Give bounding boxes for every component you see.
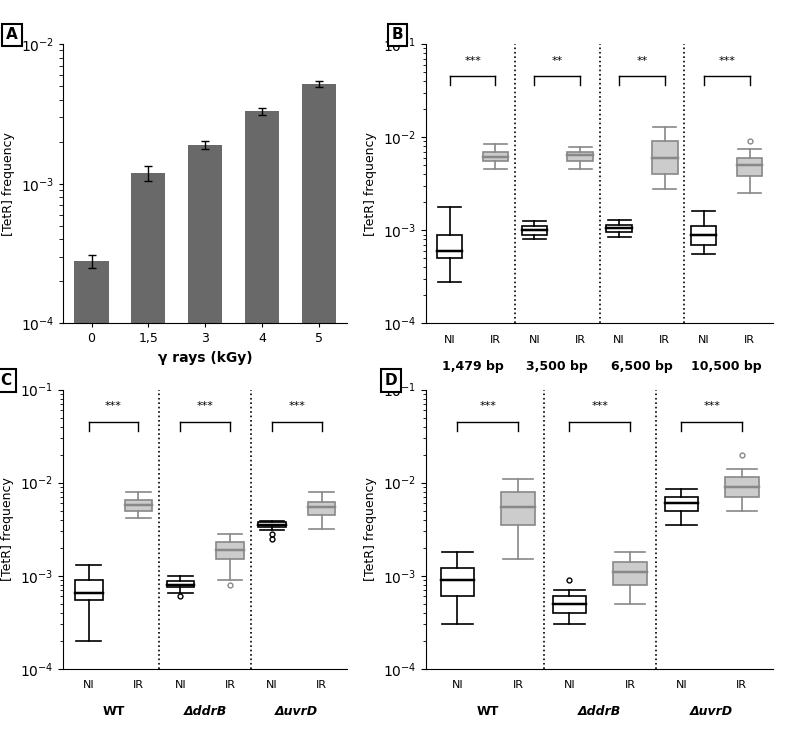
Y-axis label: [TetR] frequency: [TetR] frequency	[2, 132, 15, 236]
Bar	[166, 581, 194, 587]
Text: ***: ***	[591, 401, 608, 411]
Bar	[567, 151, 593, 162]
Text: NI: NI	[613, 334, 625, 345]
Bar	[437, 234, 462, 258]
Bar	[74, 261, 109, 735]
Text: 6,500 bp: 6,500 bp	[611, 359, 673, 373]
Text: WT: WT	[477, 705, 499, 718]
Bar	[258, 522, 286, 528]
Text: IR: IR	[624, 680, 635, 690]
Text: NI: NI	[451, 680, 463, 690]
Text: NI: NI	[529, 334, 540, 345]
Bar	[75, 580, 103, 600]
Text: ***: ***	[479, 401, 496, 411]
Text: ΔuvrD: ΔuvrD	[690, 705, 733, 718]
Text: ΔuvrD: ΔuvrD	[275, 705, 318, 718]
Text: IR: IR	[512, 680, 523, 690]
Text: WT: WT	[103, 705, 125, 718]
Bar	[737, 158, 762, 176]
Text: **: **	[552, 56, 563, 65]
Text: ***: ***	[718, 56, 735, 65]
Text: ***: ***	[703, 401, 720, 411]
X-axis label: γ rays (kGy): γ rays (kGy)	[158, 351, 252, 365]
Bar	[522, 226, 547, 234]
Bar	[613, 562, 647, 585]
Bar	[308, 502, 335, 515]
Text: NI: NI	[675, 680, 687, 690]
Bar	[552, 596, 586, 613]
Bar	[725, 477, 759, 497]
Text: 3,500 bp: 3,500 bp	[526, 359, 588, 373]
Bar	[664, 497, 698, 511]
Bar	[501, 492, 535, 525]
Bar	[440, 568, 474, 596]
Bar	[131, 173, 166, 735]
Text: C: C	[1, 373, 12, 388]
Y-axis label: [TetR] frequency: [TetR] frequency	[365, 477, 377, 581]
Bar	[125, 500, 152, 511]
Text: ***: ***	[196, 401, 214, 411]
Text: B: B	[391, 27, 403, 43]
Text: IR: IR	[316, 680, 327, 690]
Text: ***: ***	[464, 56, 481, 65]
Bar	[483, 151, 508, 162]
Text: IR: IR	[660, 334, 671, 345]
Text: NI: NI	[563, 680, 575, 690]
Text: 10,500 bp: 10,500 bp	[691, 359, 762, 373]
Text: NI: NI	[444, 334, 455, 345]
Text: IR: IR	[736, 680, 747, 690]
Text: ***: ***	[105, 401, 122, 411]
Bar	[653, 141, 678, 174]
Text: ***: ***	[288, 401, 305, 411]
Text: IR: IR	[133, 680, 144, 690]
Text: NI: NI	[174, 680, 186, 690]
Text: NI: NI	[266, 680, 278, 690]
Text: IR: IR	[574, 334, 585, 345]
Bar	[607, 225, 632, 232]
Text: IR: IR	[224, 680, 235, 690]
Text: **: **	[637, 56, 648, 65]
Y-axis label: [TetR] frequency: [TetR] frequency	[2, 477, 14, 581]
Bar	[216, 542, 244, 559]
Text: NI: NI	[698, 334, 709, 345]
Bar	[245, 111, 279, 735]
Bar	[301, 84, 336, 735]
Text: D: D	[384, 373, 397, 388]
Y-axis label: [TetR] frequency: [TetR] frequency	[365, 132, 377, 236]
Bar	[691, 226, 716, 245]
Text: A: A	[6, 27, 18, 43]
Text: 1,479 bp: 1,479 bp	[442, 359, 503, 373]
Text: ΔddrB: ΔddrB	[578, 705, 621, 718]
Bar	[188, 145, 222, 735]
Text: ΔddrB: ΔddrB	[184, 705, 226, 718]
Text: IR: IR	[490, 334, 501, 345]
Text: IR: IR	[744, 334, 755, 345]
Text: NI: NI	[83, 680, 95, 690]
